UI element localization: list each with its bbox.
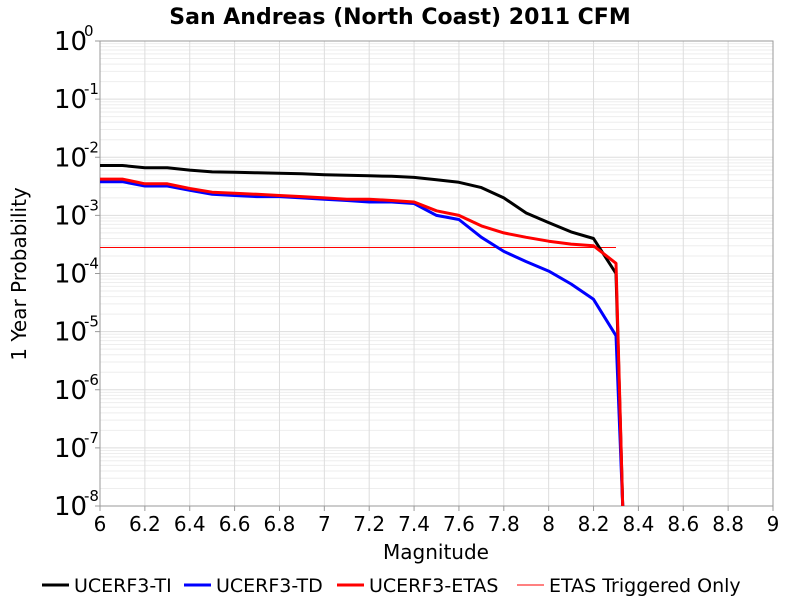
legend-item: ETAS Triggered Only [517, 575, 741, 597]
x-tick-label: 6.2 [129, 512, 161, 536]
x-tick-label: 7.8 [488, 512, 520, 536]
y-tick-exponent: 0 [84, 22, 94, 40]
y-tick-base: 10 [54, 260, 87, 290]
x-axis-ticks: 6 6.2 6.4 6.6 6.8 7 7.2 7.4 7.6 7.8 8 8.2 8.4 8.6 8.8 9 [94, 506, 780, 536]
x-tick-label: 8.6 [667, 512, 699, 536]
legend-item: UCERF3-TD [184, 575, 323, 597]
x-tick-label: 7.2 [353, 512, 385, 536]
x-tick-label: 8 [542, 512, 555, 536]
y-tick-base: 10 [54, 492, 87, 522]
series-group [100, 164, 625, 506]
y-tick-exponent: -7 [84, 429, 99, 447]
x-axis-label: Magnitude [383, 540, 489, 564]
x-tick-label: 7.4 [398, 512, 430, 536]
series-line-ucerf3-etas [100, 177, 625, 506]
y-tick-exponent: -2 [84, 138, 99, 156]
x-tick-label: 6.6 [219, 512, 251, 536]
legend-label: UCERF3-TI [74, 575, 172, 597]
y-tick-base: 10 [54, 27, 87, 57]
x-tick-label: 8.8 [712, 512, 744, 536]
y-axis-label: 1 Year Probability [7, 187, 31, 361]
y-tick-label: 10-4 [54, 255, 99, 290]
legend-item: UCERF3-TI [42, 575, 172, 597]
y-tick-label: 10-2 [54, 138, 99, 173]
y-tick-label: 10-5 [54, 313, 99, 348]
y-tick-label: 10-8 [54, 487, 99, 522]
y-tick-base: 10 [54, 85, 87, 115]
x-tick-label: 8.2 [578, 512, 610, 536]
x-tick-label: 9 [767, 512, 780, 536]
y-tick-label: 10-1 [54, 80, 99, 115]
series-line-ucerf3-td [100, 180, 625, 506]
series-line-ucerf3-ti [100, 164, 625, 506]
legend-label: UCERF3-ETAS [369, 575, 498, 597]
legend-item: UCERF3-ETAS [337, 575, 498, 597]
x-tick-label: 7 [318, 512, 331, 536]
legend-label: UCERF3-TD [216, 575, 323, 597]
y-tick-exponent: -1 [84, 80, 99, 98]
x-tick-label: 7.6 [443, 512, 475, 536]
y-tick-base: 10 [54, 376, 87, 406]
y-tick-label: 10-3 [54, 196, 99, 231]
y-tick-label: 10-7 [54, 429, 99, 464]
chart-title: San Andreas (North Coast) 2011 CFM [169, 5, 630, 30]
y-tick-base: 10 [54, 201, 87, 231]
y-tick-exponent: -4 [84, 255, 99, 273]
x-tick-label: 6.4 [174, 512, 206, 536]
y-tick-exponent: -8 [84, 487, 99, 505]
grid [99, 40, 774, 507]
y-tick-exponent: -3 [84, 196, 99, 214]
y-tick-base: 10 [54, 143, 87, 173]
y-tick-exponent: -6 [84, 371, 99, 389]
x-tick-label: 6.8 [264, 512, 296, 536]
y-tick-label: 10-6 [54, 371, 99, 406]
y-tick-exponent: -5 [84, 313, 99, 331]
x-tick-label: 8.4 [622, 512, 654, 536]
legend-label: ETAS Triggered Only [549, 575, 741, 597]
y-tick-base: 10 [54, 318, 87, 348]
y-tick-label: 100 [54, 22, 94, 57]
legend: UCERF3-TI UCERF3-TD UCERF3-ETAS ETAS Trigge… [42, 575, 741, 597]
x-tick-label: 6 [94, 512, 107, 536]
y-tick-base: 10 [54, 434, 87, 464]
